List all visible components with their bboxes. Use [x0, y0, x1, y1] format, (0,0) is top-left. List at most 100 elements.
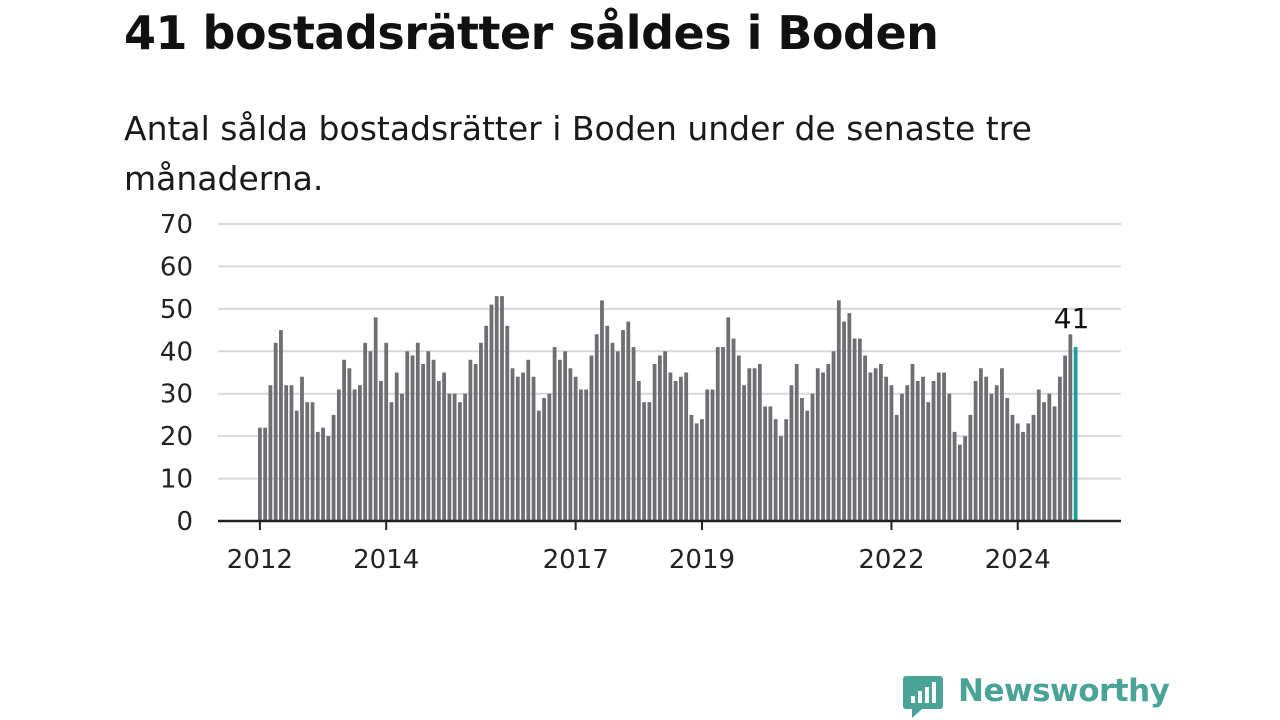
bar	[936, 372, 941, 521]
bar	[889, 385, 894, 521]
bar-latest	[1073, 347, 1078, 521]
bar	[968, 414, 973, 521]
bar	[852, 338, 857, 521]
bar	[831, 351, 836, 521]
bar	[1036, 389, 1041, 521]
bar	[468, 359, 473, 521]
bar	[842, 321, 846, 521]
bar	[863, 355, 868, 521]
bar	[942, 372, 946, 521]
bar	[479, 342, 483, 521]
bar	[989, 393, 994, 521]
bar	[800, 397, 804, 521]
bar	[315, 431, 320, 521]
bar	[721, 347, 725, 521]
bar	[615, 351, 620, 521]
y-axis-ticks: 0 10 20 30 40 50 60 70	[160, 210, 193, 537]
bar	[310, 402, 315, 521]
bar	[610, 342, 615, 521]
bar	[542, 397, 546, 521]
bar	[636, 380, 641, 521]
bar	[879, 364, 883, 521]
bar	[352, 389, 357, 521]
bar	[552, 347, 557, 521]
bar	[510, 368, 515, 521]
bar	[384, 342, 389, 521]
chart-subtitle: Antal sålda bostadsrätter i Boden under …	[124, 109, 1032, 198]
bar	[400, 393, 404, 521]
bar	[689, 414, 694, 521]
bar	[373, 317, 378, 521]
bar	[415, 342, 420, 521]
bar	[731, 338, 736, 521]
y-tick-label: 30	[160, 380, 193, 410]
bar	[505, 325, 510, 521]
bar	[1031, 414, 1036, 521]
bar	[452, 393, 457, 521]
bar	[405, 351, 410, 521]
bar	[531, 376, 536, 521]
y-tick-label: 50	[160, 295, 193, 325]
bar	[952, 431, 957, 521]
bar	[1068, 334, 1073, 521]
bar	[1042, 402, 1046, 521]
bar	[900, 393, 904, 521]
newsworthy-logo: Newsworthy	[902, 670, 1170, 718]
bar	[521, 372, 525, 521]
bar	[389, 402, 394, 521]
bar	[357, 385, 362, 521]
bar	[868, 372, 873, 521]
x-axis-ticks: 2012 2014 2017 2019 2022 2024	[227, 521, 1051, 575]
bar	[584, 389, 589, 521]
bar	[621, 330, 625, 521]
bar	[605, 325, 610, 521]
bar	[726, 317, 731, 521]
bar	[784, 419, 789, 521]
bar	[700, 419, 704, 521]
bar	[431, 359, 436, 521]
bar	[289, 385, 294, 521]
bar	[1026, 423, 1031, 521]
bar	[557, 359, 562, 521]
bar	[668, 372, 673, 521]
bar	[284, 385, 289, 521]
bar	[363, 342, 368, 521]
bar	[594, 334, 599, 521]
bar	[258, 427, 262, 521]
bar	[979, 368, 983, 521]
bar	[279, 330, 283, 521]
bar	[931, 380, 936, 521]
bar	[805, 410, 810, 521]
bar	[673, 380, 678, 521]
bar	[826, 364, 831, 521]
bar	[563, 351, 568, 521]
annotations: 41	[1054, 302, 1090, 335]
bar	[326, 436, 331, 521]
bar	[915, 380, 920, 521]
bar	[957, 444, 962, 521]
bar	[905, 385, 910, 521]
bar	[426, 351, 431, 521]
bar	[710, 389, 715, 521]
bar	[1010, 414, 1015, 521]
bar	[873, 368, 878, 521]
bar	[573, 376, 578, 521]
bar	[821, 372, 825, 521]
bar	[715, 347, 720, 521]
newsworthy-chat-bars-icon	[903, 676, 943, 718]
bar	[1015, 423, 1020, 521]
bar	[984, 376, 989, 521]
bar	[763, 406, 768, 521]
logo-text: Newsworthy	[958, 673, 1170, 709]
y-tick-label: 10	[160, 465, 193, 495]
bar	[442, 372, 446, 521]
bar	[947, 393, 952, 521]
bar	[579, 389, 583, 521]
bar	[810, 393, 815, 521]
bar	[457, 402, 462, 521]
bar	[789, 385, 794, 521]
bar	[447, 393, 452, 521]
bar	[463, 393, 468, 521]
bar	[394, 372, 399, 521]
bar	[263, 427, 268, 521]
